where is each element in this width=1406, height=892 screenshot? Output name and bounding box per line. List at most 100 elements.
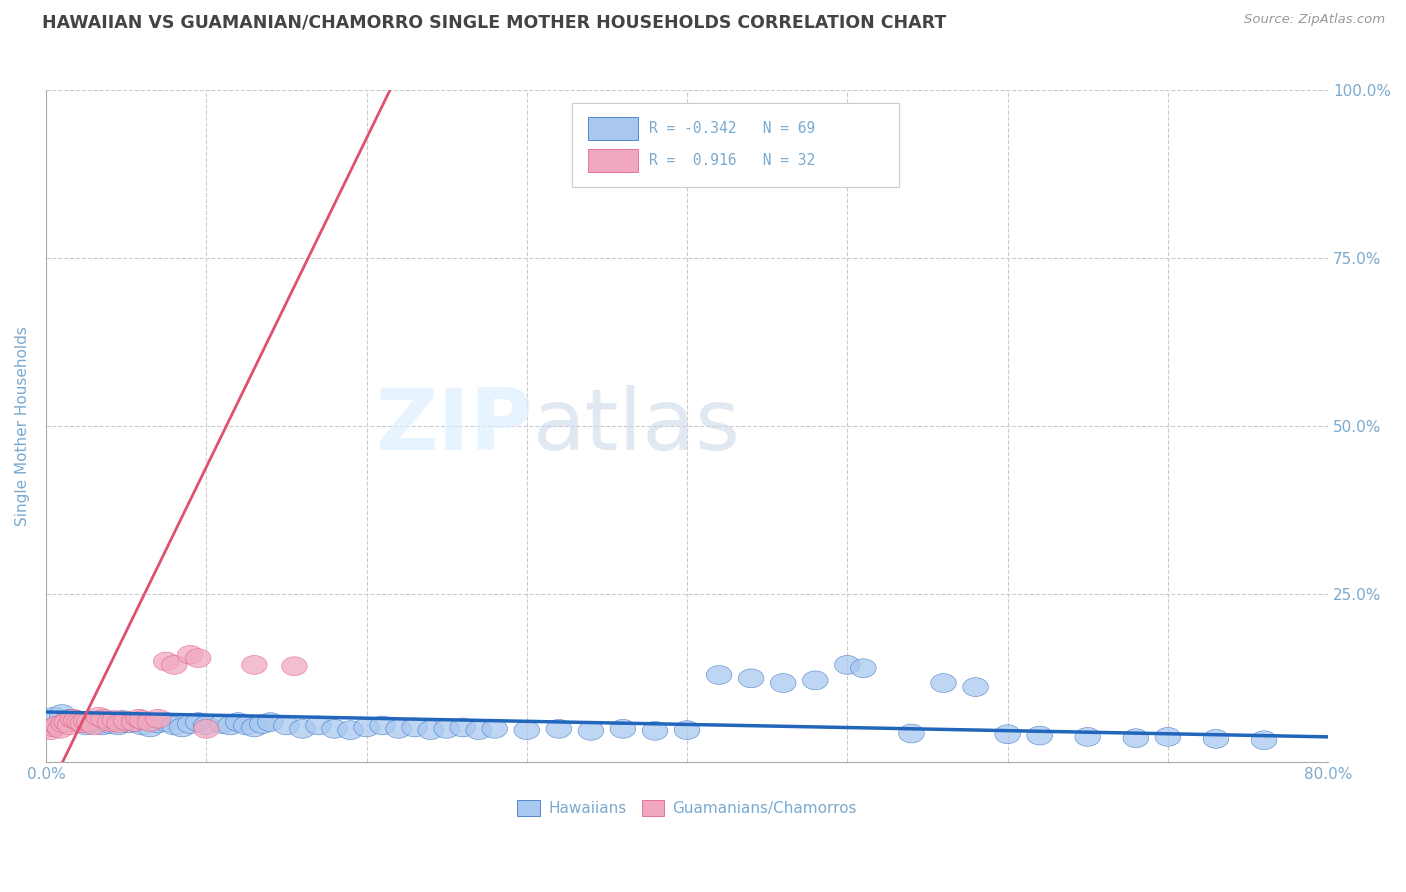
Ellipse shape	[73, 711, 98, 731]
Ellipse shape	[67, 713, 93, 731]
Ellipse shape	[121, 713, 148, 731]
Ellipse shape	[610, 719, 636, 739]
Ellipse shape	[385, 719, 412, 739]
Ellipse shape	[803, 671, 828, 690]
Ellipse shape	[249, 714, 276, 733]
Ellipse shape	[138, 718, 163, 737]
Ellipse shape	[450, 718, 475, 737]
Ellipse shape	[1076, 728, 1101, 747]
Ellipse shape	[82, 716, 107, 735]
Ellipse shape	[110, 711, 136, 730]
Ellipse shape	[53, 713, 80, 731]
Ellipse shape	[105, 716, 131, 735]
Ellipse shape	[482, 719, 508, 739]
Ellipse shape	[49, 705, 75, 723]
Text: R = -0.342   N = 69: R = -0.342 N = 69	[648, 121, 815, 136]
Ellipse shape	[402, 718, 427, 737]
Ellipse shape	[242, 718, 267, 737]
Ellipse shape	[274, 716, 299, 735]
Ellipse shape	[45, 716, 70, 735]
Ellipse shape	[209, 714, 235, 733]
Ellipse shape	[97, 713, 122, 731]
Ellipse shape	[194, 716, 219, 735]
Ellipse shape	[127, 709, 152, 728]
Ellipse shape	[177, 714, 202, 733]
FancyBboxPatch shape	[588, 149, 638, 172]
Ellipse shape	[58, 709, 83, 728]
Ellipse shape	[129, 716, 155, 735]
Ellipse shape	[114, 711, 139, 731]
FancyBboxPatch shape	[588, 117, 638, 140]
Ellipse shape	[89, 716, 115, 735]
Ellipse shape	[103, 711, 128, 730]
Ellipse shape	[225, 713, 252, 731]
Ellipse shape	[281, 657, 308, 675]
Ellipse shape	[138, 713, 163, 731]
Ellipse shape	[38, 721, 63, 739]
Ellipse shape	[51, 714, 76, 733]
Ellipse shape	[145, 714, 172, 733]
Ellipse shape	[1251, 731, 1277, 749]
Ellipse shape	[69, 714, 94, 733]
Ellipse shape	[121, 713, 148, 731]
Ellipse shape	[129, 711, 155, 730]
Ellipse shape	[1156, 728, 1181, 747]
Ellipse shape	[706, 665, 733, 684]
Ellipse shape	[177, 646, 202, 665]
Text: Source: ZipAtlas.com: Source: ZipAtlas.com	[1244, 13, 1385, 27]
Ellipse shape	[1026, 726, 1053, 745]
Ellipse shape	[242, 656, 267, 674]
Ellipse shape	[60, 709, 86, 728]
Ellipse shape	[73, 716, 98, 735]
Ellipse shape	[218, 716, 243, 735]
Ellipse shape	[117, 714, 142, 733]
Ellipse shape	[162, 716, 187, 735]
Ellipse shape	[851, 659, 876, 678]
FancyBboxPatch shape	[572, 103, 898, 187]
Ellipse shape	[370, 716, 395, 735]
Ellipse shape	[354, 718, 380, 737]
Ellipse shape	[94, 711, 120, 731]
Ellipse shape	[70, 714, 96, 733]
Ellipse shape	[97, 714, 122, 733]
Ellipse shape	[305, 716, 332, 735]
Ellipse shape	[41, 718, 67, 737]
Ellipse shape	[434, 719, 460, 739]
Ellipse shape	[103, 713, 128, 731]
Ellipse shape	[233, 716, 259, 735]
Ellipse shape	[337, 721, 363, 739]
Ellipse shape	[835, 656, 860, 674]
Ellipse shape	[1204, 730, 1229, 748]
Ellipse shape	[91, 709, 117, 728]
Ellipse shape	[62, 713, 87, 731]
Ellipse shape	[169, 718, 195, 737]
Ellipse shape	[41, 707, 67, 726]
Text: atlas: atlas	[533, 384, 741, 467]
Ellipse shape	[153, 652, 179, 671]
Ellipse shape	[546, 719, 572, 739]
Ellipse shape	[995, 725, 1021, 744]
Ellipse shape	[107, 714, 132, 733]
Ellipse shape	[186, 713, 211, 731]
Ellipse shape	[578, 722, 603, 740]
Ellipse shape	[82, 714, 107, 733]
Ellipse shape	[86, 707, 111, 726]
Ellipse shape	[1123, 729, 1149, 747]
Ellipse shape	[738, 669, 763, 688]
Text: HAWAIIAN VS GUAMANIAN/CHAMORRO SINGLE MOTHER HOUSEHOLDS CORRELATION CHART: HAWAIIAN VS GUAMANIAN/CHAMORRO SINGLE MO…	[42, 13, 946, 31]
Text: R =  0.916   N = 32: R = 0.916 N = 32	[648, 153, 815, 168]
Ellipse shape	[465, 721, 492, 739]
Ellipse shape	[515, 721, 540, 739]
Ellipse shape	[76, 713, 103, 731]
Ellipse shape	[186, 648, 211, 667]
Ellipse shape	[162, 656, 187, 674]
Ellipse shape	[257, 713, 283, 731]
Ellipse shape	[194, 719, 219, 739]
Text: ZIP: ZIP	[375, 384, 533, 467]
Ellipse shape	[145, 709, 172, 728]
Ellipse shape	[898, 724, 924, 743]
Ellipse shape	[418, 721, 443, 739]
Ellipse shape	[48, 719, 73, 739]
Ellipse shape	[931, 673, 956, 692]
Legend: Hawaiians, Guamanians/Chamorros: Hawaiians, Guamanians/Chamorros	[512, 794, 863, 822]
